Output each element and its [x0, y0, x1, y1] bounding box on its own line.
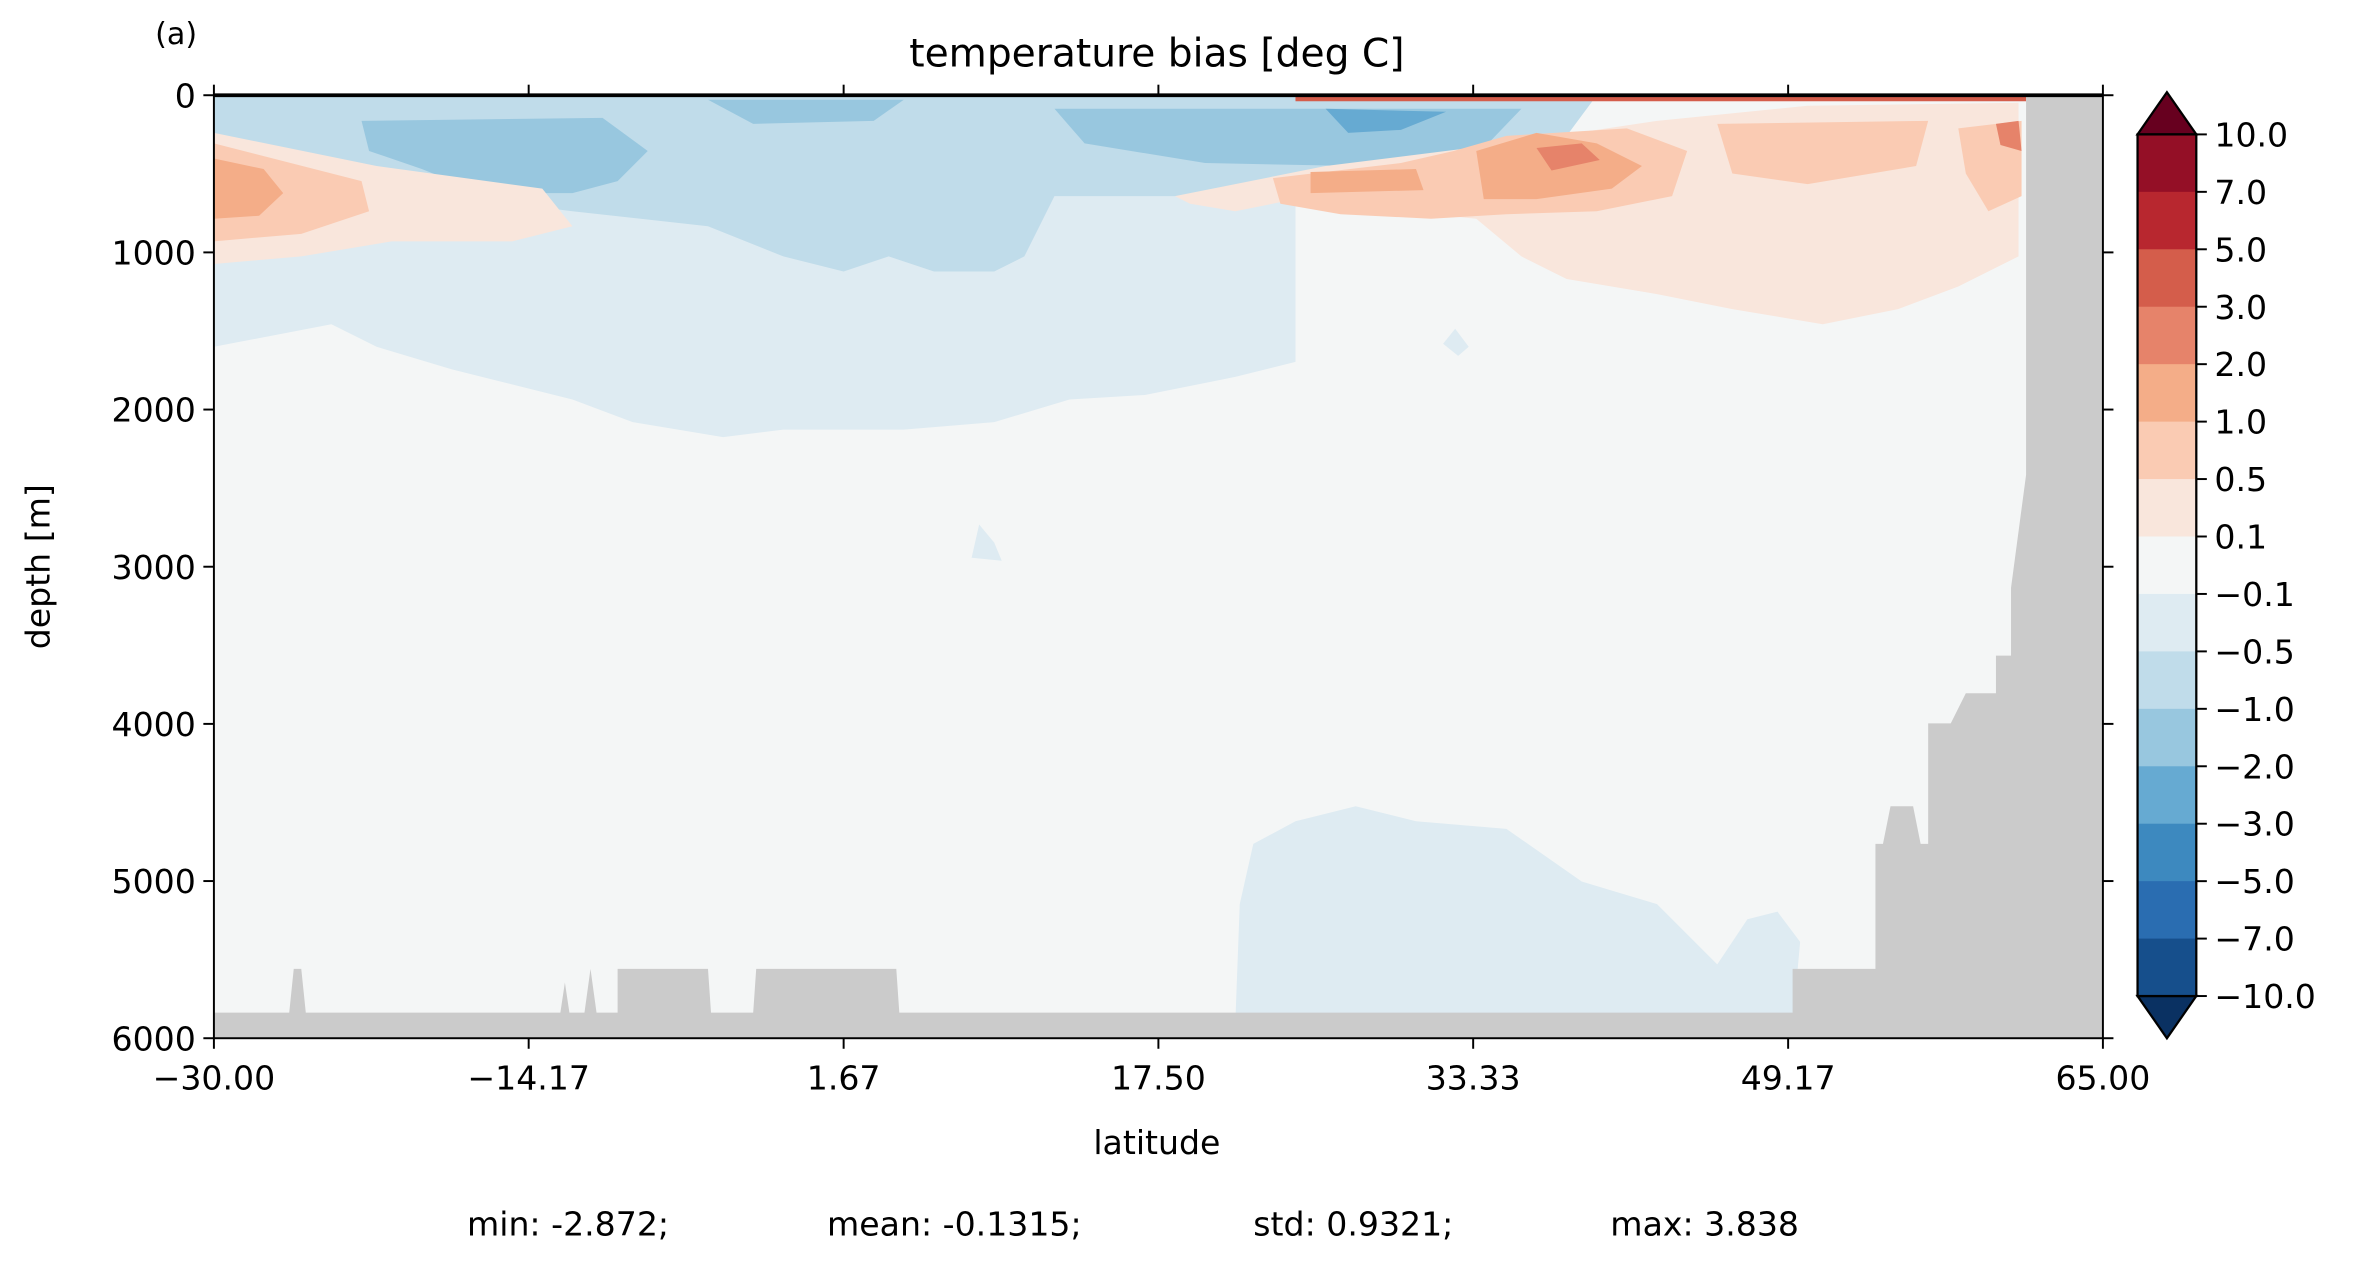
colorbar-tick-label: 5.0 — [2214, 230, 2267, 269]
contour-pos-2-east2 — [1995, 120, 2022, 151]
colorbar-tick-label: 0.5 — [2214, 460, 2267, 499]
panel-label: (a) — [155, 17, 197, 52]
colorbar-under-arrow — [2135, 994, 2199, 1041]
colorbar-segment — [2137, 536, 2197, 595]
colorbar-segment — [2137, 249, 2197, 308]
y-tick-label: 6000 — [112, 1019, 196, 1058]
contour-pos-0.5-east2 — [1717, 120, 1929, 185]
contour-neg-0.1-spot — [971, 524, 1002, 561]
contour-pos-1-east2 — [1310, 169, 1424, 194]
contour-pos-2-east — [1536, 143, 1600, 171]
y-tick-label: 0 — [175, 76, 196, 115]
land-mask — [213, 95, 2103, 1039]
stat-std: std: 0.9321; — [1253, 1205, 1453, 1244]
colorbar-tick-label: 0.1 — [2214, 518, 2267, 557]
chart-title: temperature bias [deg C] — [909, 32, 1404, 77]
colorbar-tick-label: −2.0 — [2214, 747, 2294, 786]
colorbar-segment — [2137, 134, 2197, 193]
x-axis-label: latitude — [1093, 1123, 1220, 1162]
colorbar-tick-label: −7.0 — [2214, 920, 2294, 959]
colorbar-segment — [2137, 651, 2197, 710]
colorbar-tick-label: 3.0 — [2214, 288, 2267, 327]
colorbar-tick-label: −5.0 — [2214, 862, 2294, 901]
colorbar-segment — [2137, 364, 2197, 423]
x-tick-label: 49.17 — [1741, 1058, 1836, 1097]
colorbar-segment — [2137, 938, 2197, 997]
colorbar-tick-label: −10.0 — [2214, 977, 2316, 1016]
contour-neg-1 — [361, 117, 648, 194]
colorbar-segment — [2137, 823, 2197, 882]
colorbar-segment — [2137, 766, 2197, 825]
colorbar-segment — [2137, 708, 2197, 768]
contour-neg-0.1-spot2 — [1443, 328, 1469, 356]
y-axis-label: depth [m] — [19, 484, 58, 649]
x-tick-label: −30.00 — [153, 1058, 276, 1097]
colorbar-frame — [2136, 133, 2198, 998]
colorbar: 10.0 7.0 5.0 3.0 2.0 1.0 0.5 0.1 −0.1 −0.5 −1.0 −2.… — [2135, 90, 2316, 1041]
x-tick-label: −14.17 — [467, 1058, 590, 1097]
x-axis-ticks: −30.00 −14.17 1.67 17.50 33.33 49.17 65.00 — [153, 84, 2150, 1097]
y-tick-label: 4000 — [112, 705, 196, 744]
colorbar-tick-label: 1.0 — [2214, 403, 2267, 442]
y-tick-label: 1000 — [112, 233, 196, 272]
colorbar-segment — [2137, 191, 2197, 251]
y-axis-ticks: 0 1000 2000 3000 4000 5000 6000 — [112, 76, 2114, 1058]
stat-max: max: 3.838 — [1610, 1205, 1799, 1244]
y-tick-label: 5000 — [112, 862, 196, 901]
x-tick-label: 65.00 — [2055, 1058, 2150, 1097]
colorbar-tick-label: −3.0 — [2214, 805, 2294, 844]
colorbar-tick-label: 2.0 — [2214, 345, 2267, 384]
x-tick-label: 1.67 — [807, 1058, 881, 1097]
colorbar-segment — [2137, 306, 2197, 365]
colorbar-tick-label: −0.5 — [2214, 632, 2294, 671]
y-tick-label: 2000 — [112, 391, 196, 430]
stat-min: min: -2.872; — [467, 1205, 669, 1244]
colorbar-segment — [2137, 881, 2197, 940]
colorbar-tick-label: −1.0 — [2214, 690, 2294, 729]
contour-surface-warm — [1295, 95, 2027, 102]
colorbar-segment — [2137, 479, 2197, 538]
colorbar-over-arrow — [2135, 90, 2199, 136]
stat-mean: mean: -0.1315; — [827, 1205, 1082, 1244]
contour-pos-1-west — [213, 158, 284, 219]
colorbar-tick-label: −0.1 — [2214, 575, 2294, 614]
colorbar-tick-label: 7.0 — [2214, 173, 2267, 212]
x-tick-label: 33.33 — [1426, 1058, 1521, 1097]
colorbar-segment — [2137, 593, 2197, 653]
y-tick-label: 3000 — [112, 548, 196, 587]
colorbar-tick-label: 10.0 — [2214, 115, 2288, 154]
contour-neg-1c — [707, 99, 904, 124]
x-tick-label: 17.50 — [1111, 1058, 1206, 1097]
contour-neg-2 — [1325, 108, 1447, 133]
contour-neg-0.1-deep — [1235, 806, 1801, 1025]
contour-field — [213, 95, 2103, 1039]
colorbar-segment — [2137, 421, 2197, 480]
